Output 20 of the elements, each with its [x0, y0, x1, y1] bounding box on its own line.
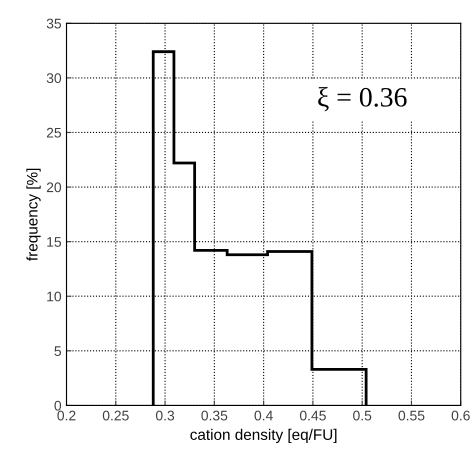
annotation: ξ = 0.36 [318, 86, 407, 112]
y-tick-label: 5 [54, 346, 62, 356]
x-axis-title: cation density [eq/FU] [190, 428, 336, 444]
y-tick-label: 0 [54, 400, 62, 411]
y-axis-title: frequency [%] [26, 168, 41, 261]
x-tick-label: 0.4 [254, 410, 273, 420]
x-tick-label: 0.35 [201, 410, 228, 420]
y-tick-label: 10 [47, 292, 62, 302]
x-tick-label: 0.45 [300, 410, 326, 420]
x-tick-label: 0.2 [57, 410, 76, 420]
y-tick-label: 30 [46, 73, 62, 84]
x-tick-label: 0.25 [102, 410, 129, 420]
x-tick-label: 0.6 [452, 410, 470, 420]
y-tick-label: 25 [46, 128, 62, 138]
x-tick-label: 0.3 [156, 410, 174, 420]
y-tick-label: 35 [46, 18, 62, 28]
x-tick-label: 0.55 [398, 410, 424, 420]
y-tick-label: 15 [47, 237, 62, 247]
y-tick-label: 20 [46, 182, 62, 192]
x-tick-label: 0.5 [353, 410, 372, 420]
